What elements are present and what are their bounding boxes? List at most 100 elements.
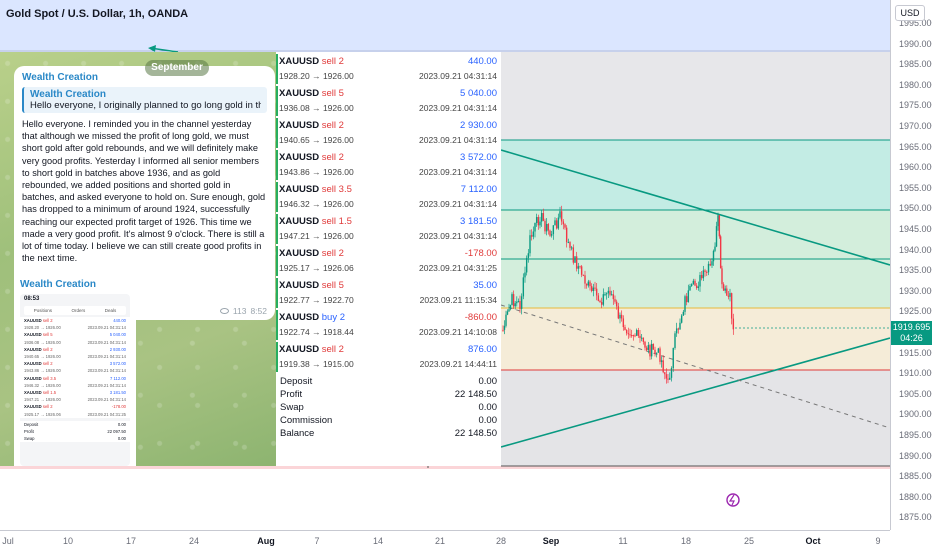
candle-body <box>560 211 563 222</box>
mini-prices: 1936.08 → 1926.00 <box>24 339 61 345</box>
mini-symbol: XAUUSD <box>24 361 42 367</box>
candle-body <box>574 256 576 263</box>
orange-zone <box>501 308 890 370</box>
mini-symbol: XAUUSD <box>24 389 42 395</box>
mini-prices: 1928.20 → 1926.00 <box>24 325 61 331</box>
candle-body <box>617 306 620 319</box>
mt-app-screenshot[interactable]: 08:53 Positions Orders Deals XAUUSD sell… <box>20 294 130 466</box>
symbol: XAUUSD <box>279 184 320 195</box>
price-tick-label: 1945.000 <box>899 224 932 234</box>
mini-profit: 5 040.00 <box>109 332 126 338</box>
position-row[interactable]: XAUUSD sell 5 1936.08 → 1926.00 5 040.00 20… <box>276 84 501 118</box>
currency-button[interactable]: USD <box>895 5 925 21</box>
candle-body <box>544 220 546 232</box>
price-axis[interactable]: 1995.000 1990.000 1985.000 1980.000 1975.000… <box>890 0 932 530</box>
mini-position-row: XAUUSD sell 5 5 040.00 <box>20 331 130 339</box>
candle-body <box>584 275 586 284</box>
candle-body <box>607 290 610 294</box>
candle-body <box>680 315 683 323</box>
candle-body <box>647 345 650 350</box>
phone-clock: 08:53 <box>24 296 40 302</box>
summary-row: Balance 22 148.50 <box>276 427 501 440</box>
price-tick-label: 1995.000 <box>899 18 932 28</box>
quote-author: Wealth Creation <box>30 89 106 100</box>
candle-body <box>577 266 580 269</box>
time-tick-label: 14 <box>372 536 384 546</box>
candle-body <box>714 246 716 251</box>
candle-body <box>587 281 590 286</box>
position-marker <box>276 342 278 372</box>
symbol: XAUUSD <box>279 248 320 259</box>
mini-position-detail: 1947.21 → 1926.00 2023.09.21 04:31:14 <box>20 396 130 404</box>
candle-body <box>657 348 660 353</box>
mini-time: 2023.09.21 04:31:14 <box>87 354 126 360</box>
mini-position-row: XAUUSD sell 2 -178.00 <box>20 403 130 411</box>
message-author[interactable]: Wealth Creation <box>22 72 98 83</box>
position-row[interactable]: XAUUSD sell 2 1940.65 → 1926.00 2 930.00 20… <box>276 116 501 150</box>
candle-body <box>530 235 533 237</box>
summary-label: Balance <box>280 428 315 439</box>
candle-body <box>677 328 680 330</box>
position-side: buy 2 <box>321 312 346 323</box>
candle-body <box>692 280 695 285</box>
candle-body <box>592 287 595 291</box>
candle-body <box>506 311 509 315</box>
candle-body <box>569 242 571 248</box>
candle-body <box>527 253 530 258</box>
candle-body <box>555 220 558 229</box>
position-row[interactable]: XAUUSD sell 2 1919.38 → 1915.00 876.00 2023… <box>276 340 501 374</box>
position-row[interactable]: XAUUSD sell 5 1922.77 → 1922.70 35.00 2023.… <box>276 276 501 310</box>
candle-body <box>719 236 722 269</box>
candle-body <box>512 294 515 307</box>
price-tick-label: 1895.000 <box>899 430 932 440</box>
mini-summary-value: 0.00 <box>117 421 126 427</box>
candle-body <box>675 328 678 334</box>
position-marker <box>276 150 278 180</box>
candle-body <box>567 242 570 244</box>
mini-profit: 3 181.50 <box>109 389 126 395</box>
position-prices: 1922.77 → 1922.70 <box>279 295 354 305</box>
mini-side: sell 2 <box>42 404 53 410</box>
mini-position-detail: 1928.20 → 1926.00 2023.09.21 04:31:14 <box>20 324 130 332</box>
blue-zone <box>0 0 890 50</box>
position-prices: 1946.32 → 1926.00 <box>279 199 354 209</box>
symbol: XAUUSD <box>279 56 320 67</box>
channel-message-image: Wealth Creation 08:53 Positions Orders D… <box>14 274 136 466</box>
candle-body <box>564 224 566 228</box>
time-axis[interactable]: Jul 10 17 24 Aug 7 14 21 28 Sep 11 18 25 Oct 9 <box>0 530 890 550</box>
message-author[interactable]: Wealth Creation <box>20 279 96 290</box>
position-row[interactable]: XAUUSD buy 2 1922.74 → 1918.44 -860.00 2023… <box>276 308 501 342</box>
mini-position-detail: 1943.86 → 1926.00 2023.09.21 04:31:14 <box>20 367 130 375</box>
time-tick-label: Oct <box>805 536 821 546</box>
candle-body <box>697 286 700 288</box>
summary-row: Commission 0.00 <box>276 414 501 427</box>
position-side: sell 2 <box>321 248 344 259</box>
candle-body <box>724 288 726 291</box>
candle-body <box>635 330 638 336</box>
candle-body <box>721 268 723 285</box>
mini-summary-value: 22 097.50 <box>107 428 126 434</box>
candle-body <box>715 226 718 247</box>
position-row[interactable]: XAUUSD sell 2 1943.86 → 1926.00 3 572.00 20… <box>276 148 501 182</box>
position-row[interactable]: XAUUSD sell 2 1928.20 → 1926.00 440.00 2023… <box>276 52 501 86</box>
summary-row: Swap 0.00 <box>276 401 501 414</box>
position-marker <box>276 54 278 84</box>
gray-zone-top <box>501 52 890 140</box>
date-pill: September 21 <box>145 60 209 89</box>
candle-body <box>660 360 663 362</box>
quoted-message[interactable]: Wealth Creation Hello everyone, I origin… <box>22 87 267 113</box>
position-marker <box>276 246 278 276</box>
candle-body <box>664 372 666 375</box>
position-row[interactable]: XAUUSD sell 3.5 1946.32 → 1926.00 7 112.00… <box>276 180 501 214</box>
candle-body <box>514 303 516 307</box>
candle-body <box>718 215 721 237</box>
candle-body <box>704 270 706 272</box>
position-marker <box>276 310 278 340</box>
mini-profit: 2 930.00 <box>109 346 126 352</box>
position-time: 2023.09.21 04:31:25 <box>419 263 497 273</box>
position-side: sell 5 <box>321 88 344 99</box>
position-row[interactable]: XAUUSD sell 2 1925.17 → 1926.06 -178.00 202… <box>276 244 501 278</box>
candle-body <box>557 217 560 229</box>
candle-body <box>687 290 690 303</box>
position-row[interactable]: XAUUSD sell 1.5 1947.21 → 1926.00 3 181.50… <box>276 212 501 246</box>
